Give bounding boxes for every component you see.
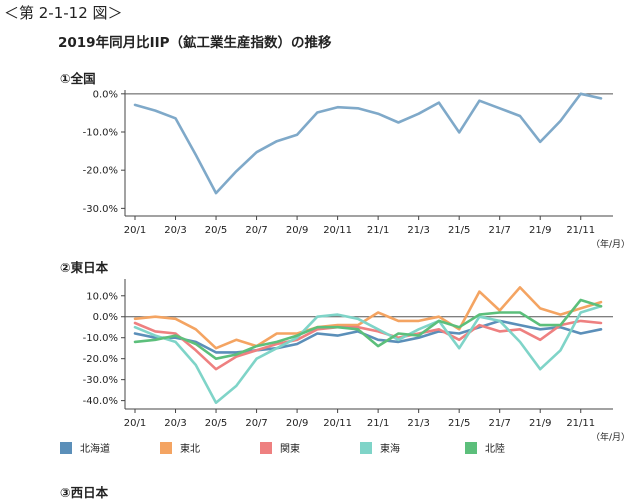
x-unit-label: （年/月） — [591, 238, 630, 250]
x-tick-label: 21/3 — [407, 418, 429, 429]
x-tick-label: 20/3 — [164, 225, 186, 236]
series-line-0 — [133, 319, 603, 354]
x-tick-label: 21/7 — [488, 418, 510, 429]
x-tick-label: 21/3 — [407, 225, 429, 236]
legend-label: 北陸 — [485, 444, 505, 455]
x-tick-label: 20/11 — [323, 418, 352, 429]
legend-swatch — [360, 441, 372, 454]
y-tick-label: -20.0% — [83, 166, 118, 177]
y-tick-label: -40.0% — [83, 396, 118, 407]
chart-title-west: ③西日本 — [60, 485, 109, 500]
legend-item-tokai: 東海 — [360, 440, 400, 455]
x-tick-label: 21/11 — [566, 225, 595, 236]
series-line-4 — [133, 298, 603, 360]
chart-title-national: ①全国 — [60, 71, 96, 86]
y-tick-label: 0.0% — [93, 312, 118, 323]
legend-label: 関東 — [280, 444, 300, 455]
x-tick-label: 20/1 — [124, 418, 146, 429]
x-tick-label: 21/11 — [566, 418, 595, 429]
x-tick-label: 20/5 — [205, 225, 227, 236]
legend-swatch — [60, 441, 72, 454]
x-tick-label: 20/9 — [286, 225, 308, 236]
x-tick-label: 21/9 — [529, 225, 551, 236]
x-tick-label: 21/5 — [448, 225, 470, 236]
legend-swatch — [160, 441, 172, 454]
x-tick-label: 20/3 — [164, 418, 186, 429]
east-japan-chart: 10.0% 0.0% -10.0% -20.0% -30.0% -40.0% 20/1 20/… — [83, 279, 630, 443]
x-tick-label: 21/7 — [488, 225, 510, 236]
y-tick-label: -30.0% — [83, 204, 118, 215]
figure-label: ＜第 2-1-12 図＞ — [4, 4, 123, 22]
series-line-0 — [133, 92, 603, 195]
x-tick-label: 21/1 — [367, 418, 389, 429]
x-tick-label: 20/7 — [245, 225, 267, 236]
x-tick-label: 20/9 — [286, 418, 308, 429]
legend-item-kanto: 関東 — [260, 440, 300, 455]
y-tick-label: -20.0% — [83, 354, 118, 365]
series-line-3 — [133, 304, 603, 404]
x-tick-label: 21/5 — [448, 418, 470, 429]
main-title: 2019年同月比IIP（鉱工業生産指数）の推移 — [58, 35, 332, 51]
x-tick-label: 20/7 — [245, 418, 267, 429]
y-tick-label: 0.0% — [93, 89, 118, 100]
national-chart: 0.0% -10.0% -20.0% -30.0% 20/1 20/3 20/5 20/7 20… — [83, 89, 630, 250]
legend-label: 東北 — [180, 444, 200, 455]
y-tick-label: 10.0% — [86, 291, 118, 302]
x-tick-label: 21/9 — [529, 418, 551, 429]
legend-label: 東海 — [380, 444, 400, 455]
y-tick-label: -10.0% — [83, 333, 118, 344]
legend-item-tohoku: 東北 — [160, 440, 200, 455]
x-unit-label: （年/月） — [591, 431, 630, 443]
y-tick-label: -30.0% — [83, 375, 118, 386]
legend-label: 北海道 — [80, 444, 110, 455]
x-tick-label: 20/1 — [124, 225, 146, 236]
legend-swatch — [465, 441, 477, 454]
chart-title-east: ②東日本 — [60, 260, 109, 275]
x-tick-label: 21/1 — [367, 225, 389, 236]
x-tick-label: 20/5 — [205, 418, 227, 429]
legend: 北海道 東北 関東 東海 北陸 — [60, 440, 580, 458]
series-line-1 — [133, 286, 603, 350]
legend-item-hokuriku: 北陸 — [465, 440, 505, 455]
legend-item-hokkaido: 北海道 — [60, 440, 110, 455]
x-tick-label: 20/11 — [323, 225, 352, 236]
series-line-2 — [133, 319, 603, 371]
y-tick-label: -10.0% — [83, 128, 118, 139]
legend-swatch — [260, 441, 272, 454]
